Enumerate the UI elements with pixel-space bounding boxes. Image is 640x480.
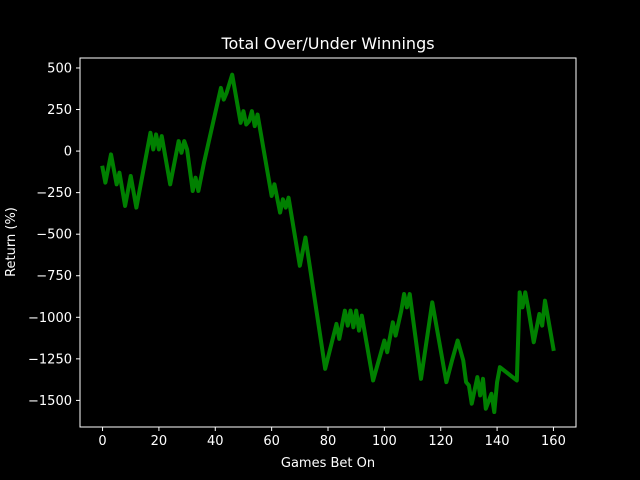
chart-title: Total Over/Under Winnings (220, 34, 434, 53)
x-tick-label: 40 (207, 434, 224, 449)
y-tick-label: −250 (36, 186, 72, 201)
x-tick-label: 160 (541, 434, 566, 449)
y-tick-label: −1500 (28, 394, 72, 409)
axes-frame (79, 57, 577, 428)
x-tick-label: 60 (263, 434, 280, 449)
y-tick-label: 250 (47, 103, 72, 118)
plot-area (100, 72, 556, 415)
y-tick-label: −750 (36, 269, 72, 284)
x-tick-label: 80 (320, 434, 337, 449)
x-tick-label: 140 (485, 434, 510, 449)
x-tick-label: 0 (98, 434, 106, 449)
y-axis-title: Return (%) (4, 207, 19, 277)
y-axis-ticks: 500 250 0 −250 −500 −750 −1000 −1250 −1500 (28, 61, 80, 409)
x-tick-label: 100 (372, 434, 397, 449)
y-tick-label: −1250 (28, 352, 72, 367)
y-tick-label: 500 (47, 61, 72, 76)
x-tick-label: 120 (428, 434, 453, 449)
x-axis-ticks: 0 20 40 60 80 100 120 140 160 (98, 427, 566, 449)
series-line-0 (100, 72, 556, 415)
x-axis-title: Games Bet On (281, 456, 375, 471)
y-tick-label: 0 (64, 145, 72, 160)
x-tick-label: 20 (151, 434, 168, 449)
y-tick-label: −500 (36, 228, 72, 243)
y-tick-label: −1000 (28, 311, 72, 326)
